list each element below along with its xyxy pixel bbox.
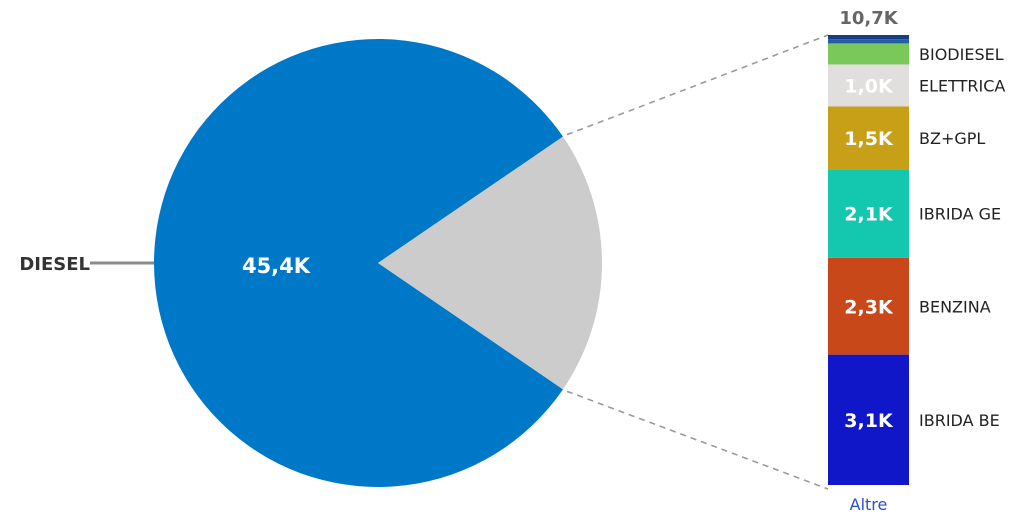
bar-value-label-benzina: 2,3K <box>844 296 894 318</box>
bar-value-label-ibrida-ge: 2,1K <box>844 204 894 226</box>
pie-value-label-diesel: 45,4K <box>242 254 311 278</box>
bar-segment-ibrida-ge[interactable] <box>828 169 909 258</box>
pie-slice-altre[interactable] <box>378 136 603 390</box>
bar-value-label-bz-gpl: 1,5K <box>844 128 894 150</box>
bar-category-label-altre: Altre <box>850 495 888 514</box>
bar-category-label-biodiesel: BIODIESEL <box>919 45 1004 64</box>
bar-category-label-elettrica: ELETTRICA <box>919 76 1005 95</box>
bar-category-label-ibrida-be: IBRIDA BE <box>919 411 1000 430</box>
bar-category-label-bz-gpl: BZ+GPL <box>919 129 985 148</box>
bar-segment-segment-6[interactable] <box>828 39 909 44</box>
bar-value-label-elettrica: 1,0K <box>844 75 894 97</box>
bar-category-label-ibrida-ge: IBRIDA GE <box>919 205 1001 224</box>
bar-segment-segment-7[interactable] <box>828 35 909 40</box>
bar-segment-biodiesel[interactable] <box>828 43 909 65</box>
bar-total-label: 10,7K <box>839 8 898 29</box>
pie-slice-diesel[interactable] <box>154 39 563 488</box>
connector-line-bottom <box>566 390 829 490</box>
bar-segment-benzina[interactable] <box>828 257 909 355</box>
bar-segment-bz-gpl[interactable] <box>828 106 909 170</box>
bar-category-label-benzina: BENZINA <box>919 297 991 316</box>
pie-category-label-diesel: DIESEL <box>19 254 90 275</box>
bar-segment-ibrida-be[interactable] <box>828 354 909 485</box>
bar-value-label-ibrida-be: 3,1K <box>844 410 894 432</box>
connector-line-top <box>566 34 829 136</box>
bar-segment-elettrica[interactable] <box>828 64 909 107</box>
